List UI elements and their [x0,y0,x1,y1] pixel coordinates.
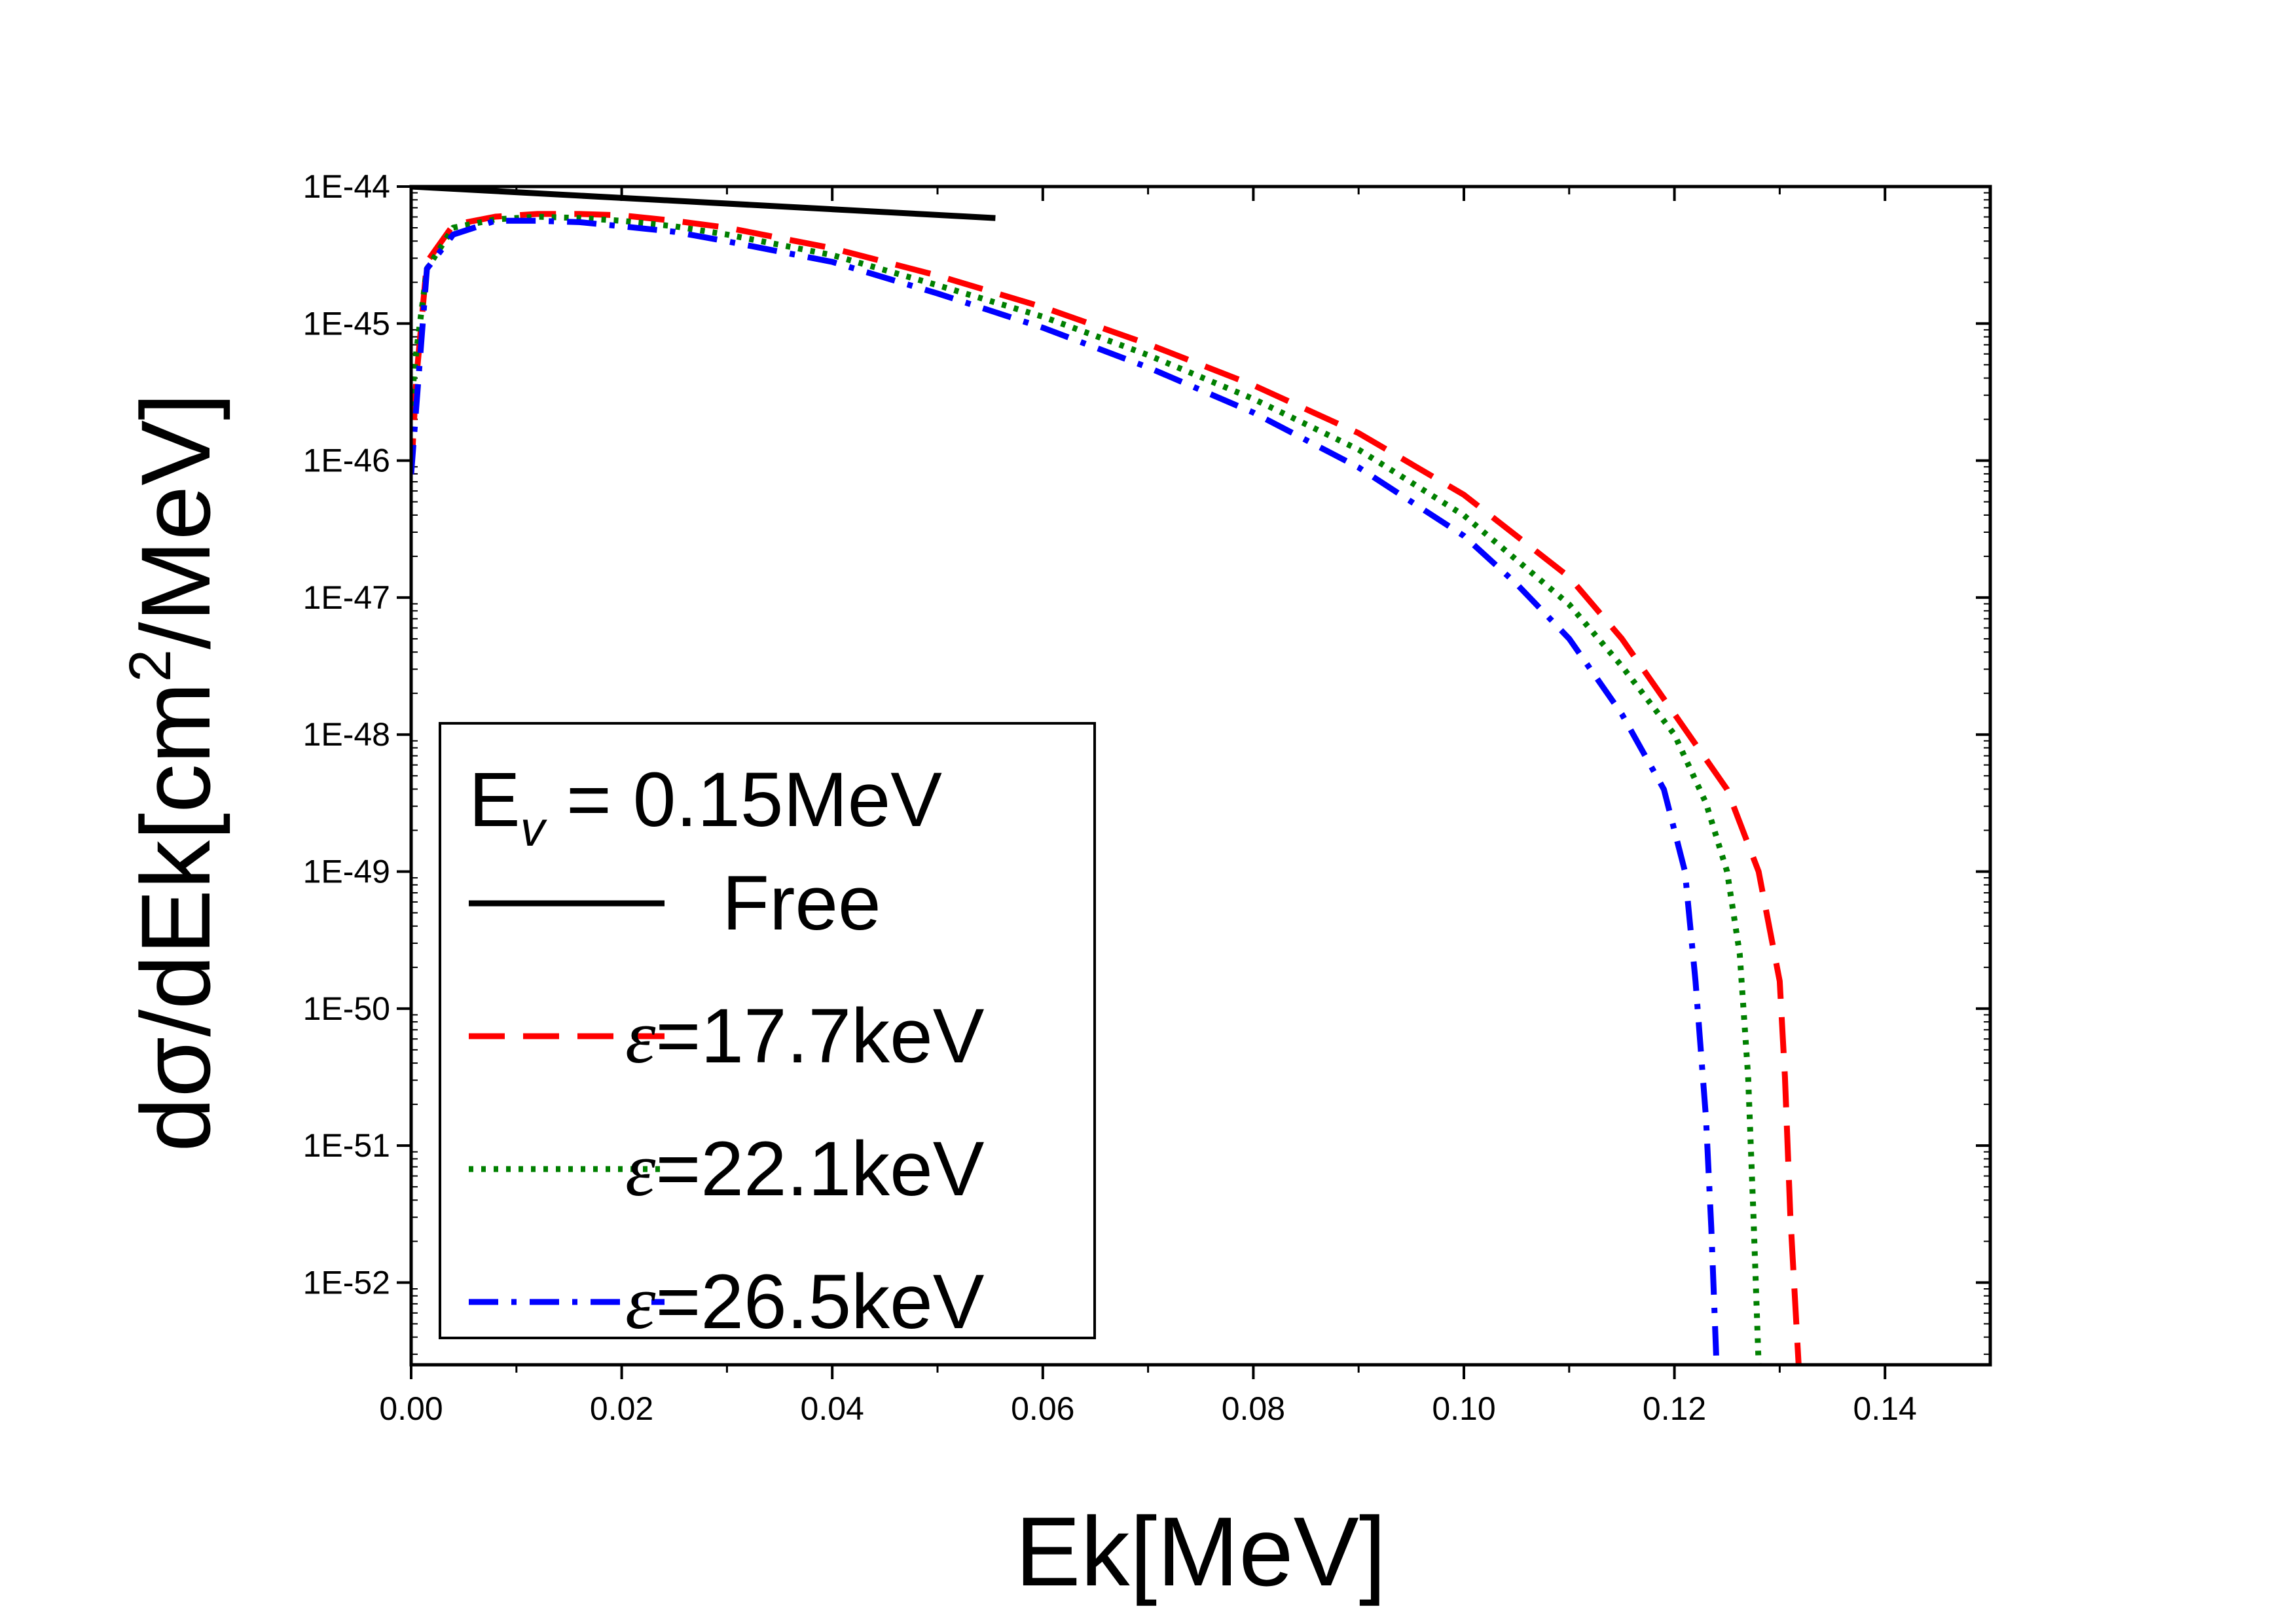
legend-label-value: =22.1keV [656,1126,985,1212]
x-tick-label: 0.02 [590,1390,653,1427]
x-tick-label: 0.14 [1853,1390,1917,1427]
legend-label-symbol: ε [625,994,656,1079]
legend-label-value: Free [722,860,881,947]
y-tick-label: 1E-46 [303,442,390,479]
series-line--26-5kev [411,217,1720,1365]
series-layer [411,187,1802,1365]
y-tick-label: 1E-48 [303,716,390,753]
series-line--17-7kev [411,211,1802,1365]
y-axis-title-main: dσ/dEk[cm [120,682,230,1152]
legend: Ev = 0.15MeV Freeε=17.7keVε=22.1keVε=26.… [439,722,1096,1345]
plot-frame [409,185,1992,1367]
y-tick-label: 1E-45 [303,305,390,342]
x-tick-label: 0.08 [1222,1390,1285,1427]
legend-title-main: E [469,757,520,843]
series-line--22-1kev [411,213,1762,1365]
legend-title-sub: v [520,801,548,856]
x-axis-title: Ek[MeV] [1015,1496,1387,1606]
legend-label: ε=22.1keV [625,1126,985,1212]
legend-title-rest: = 0.15MeV [545,757,942,843]
y-tick-label: 1E-50 [303,990,390,1027]
legend-label: Free [722,860,881,947]
y-tick-label: 1E-52 [303,1264,390,1301]
legend-box [439,722,1096,1339]
y-tick-label: 1E-49 [303,854,390,890]
legend-label: ε=26.5keV [625,1259,985,1345]
legend-label: ε=17.7keV [625,993,985,1079]
legend-label-value: =17.7keV [656,993,985,1079]
legend-title: Ev = 0.15MeV [469,757,942,856]
legend-label-symbol: ε [625,1127,656,1212]
y-tick-label: 1E-51 [303,1127,390,1164]
y-tick-label: 1E-47 [303,579,390,616]
y-axis-title-sup: 2 [118,649,183,682]
legend-label-symbol: ε [625,1259,656,1345]
series-line-free [411,187,996,221]
tick-labels: 0.00 0.02 0.04 0.06 0.08 0.10 0.12 0.14 1E-44 1E-… [303,168,1917,1427]
y-axis-title: dσ/dEk[cm2/MeV] [118,393,230,1152]
legend-label-value: =26.5keV [656,1259,985,1345]
x-tick-label: 0.12 [1643,1390,1706,1427]
x-tick-label: 0.10 [1432,1390,1495,1427]
y-axis-title-tail: /MeV] [120,393,230,649]
y-tick-label: 1E-44 [303,168,390,205]
x-tick-label: 0.06 [1011,1390,1074,1427]
x-tick-label: 0.04 [801,1390,864,1427]
x-tick-label: 0.00 [379,1390,443,1427]
